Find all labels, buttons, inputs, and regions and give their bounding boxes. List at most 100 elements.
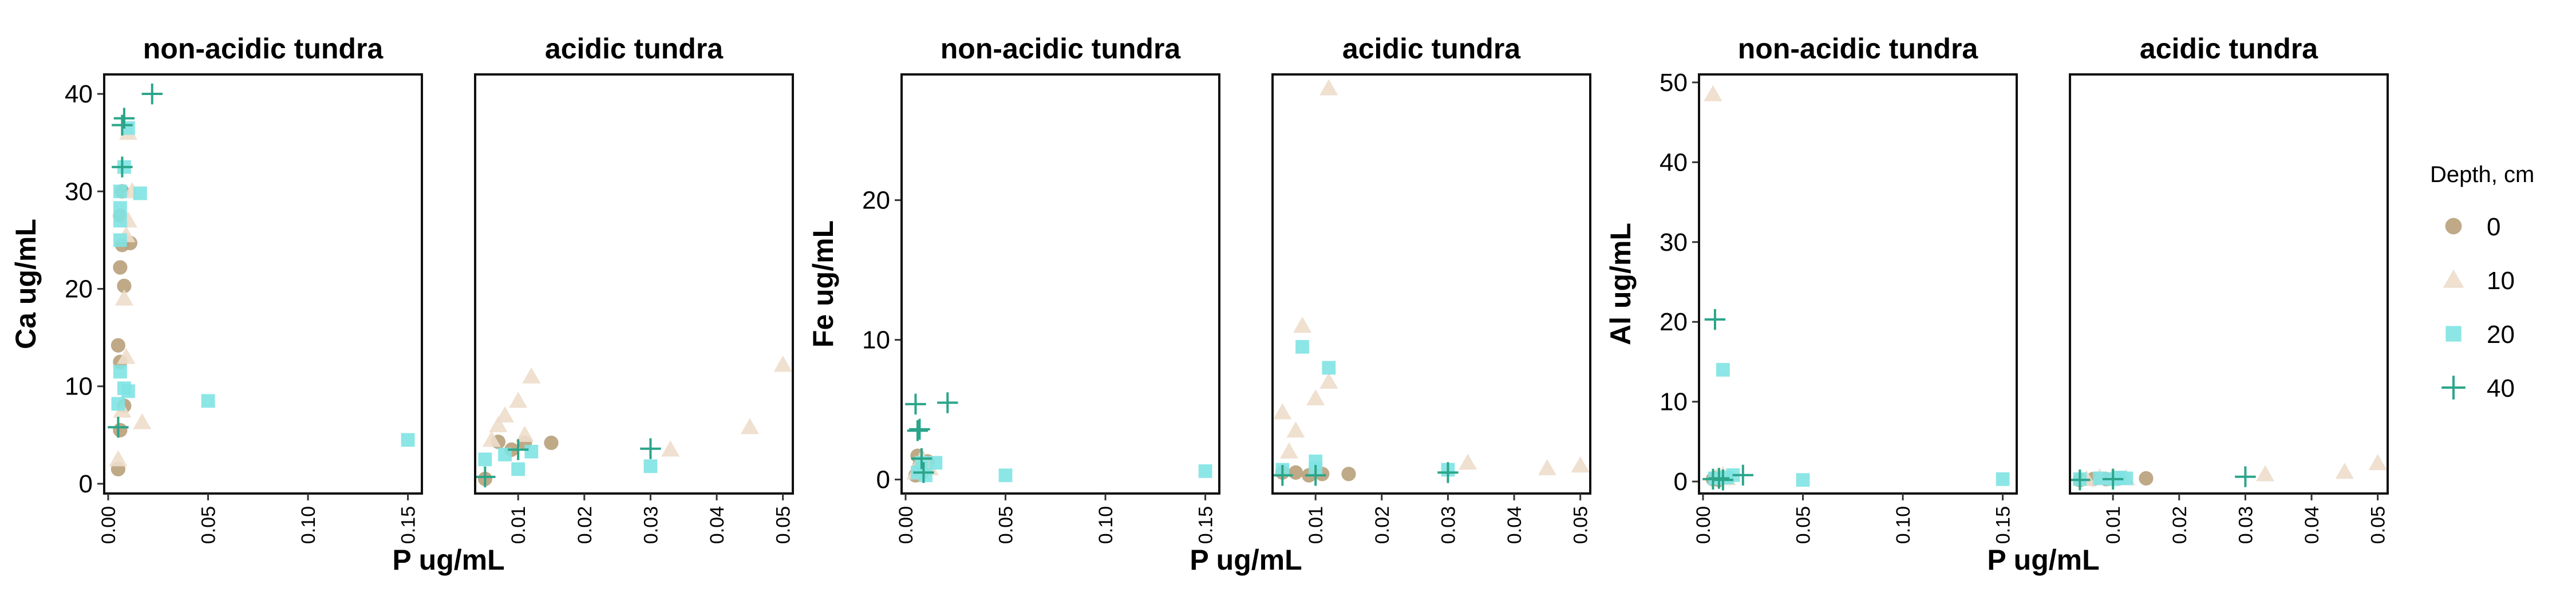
data-point-depth-20: [2093, 471, 2107, 485]
data-point-depth-0: [110, 338, 126, 353]
facet-title: acidic tundra: [545, 33, 724, 65]
data-point-depth-20: [111, 397, 125, 411]
data-point-depth-20: [643, 459, 658, 473]
facet-acidic: acidic tundra 0.01 0.02 0.03 0.04 0.05: [474, 33, 795, 544]
data-point-depth-20: [113, 201, 127, 215]
data-point-depth-10: [1293, 317, 1312, 333]
y-tick-label: 50: [1660, 69, 1688, 97]
x-tick-label: 0.01: [2103, 506, 2124, 544]
data-point-depth-20: [929, 456, 943, 470]
x-tick-label: 0.05: [773, 506, 795, 544]
data-point-depth-10: [1273, 403, 1292, 420]
legend-key-20: [2445, 326, 2462, 342]
data-point-depth-20: [478, 452, 492, 467]
data-point-depth-40: [937, 392, 958, 413]
x-tick-label: 0.00: [895, 506, 917, 544]
panel-border: [1271, 73, 1591, 495]
data-point-depth-10: [773, 356, 792, 372]
legend-label-0: 0: [2487, 213, 2500, 241]
facet-title: non-acidic tundra: [143, 33, 384, 65]
data-point-depth-40: [1437, 462, 1459, 483]
y-tick-label: 30: [1660, 228, 1688, 256]
data-point-depth-10: [1319, 372, 1338, 389]
data-point-depth-40: [909, 419, 930, 440]
data-point-depth-40: [113, 108, 135, 129]
y-tick-label: 0: [79, 470, 93, 498]
x-tick-label: 0.03: [640, 506, 662, 544]
data-point-depth-20: [1295, 339, 1309, 354]
data-point-depth-40: [475, 466, 496, 488]
facet-title: non-acidic tundra: [1738, 33, 1979, 65]
y-tick-label: 30: [65, 177, 93, 206]
x-tick-label: 0.05: [995, 506, 1017, 544]
data-point-depth-20: [133, 186, 147, 200]
y-tick-label: 20: [1660, 308, 1688, 336]
panel-border: [474, 73, 794, 495]
data-point-depth-10: [1571, 456, 1590, 473]
data-point-depth-20: [401, 433, 415, 447]
legend-label-10: 10: [2487, 267, 2515, 295]
x-tick-label: 0.02: [574, 506, 596, 544]
x-tick-label: 0.15: [1993, 506, 2014, 544]
x-tick-label: 0.04: [706, 506, 728, 544]
data-point-depth-0: [113, 260, 128, 275]
data-point-depth-40: [907, 420, 929, 441]
x-tick-label: 0.00: [98, 506, 120, 544]
facet-acidic: acidic tundra 0.01 0.02 0.03 0.04 0.05: [1271, 33, 1592, 544]
data-point-depth-40: [507, 439, 529, 460]
x-tick-label: 0.01: [1305, 506, 1327, 544]
data-point-depth-40: [905, 393, 926, 415]
chart-group-3: Al ug/mL 0 10 20 30 40 50 non-acidic tundra 0.00…: [1605, 33, 2389, 576]
data-point-depth-20: [2119, 471, 2134, 485]
x-tick-label: 0.15: [398, 506, 420, 544]
data-point-depth-40: [1305, 465, 1326, 486]
data-point-depth-10: [489, 416, 508, 432]
data-point-depth-40: [1712, 469, 1734, 491]
data-point-depth-20: [113, 214, 127, 228]
data-point-depth-10: [2368, 453, 2387, 471]
x-tick-label: 0.02: [1372, 506, 1393, 544]
facet-acidic: acidic tundra 0.01 0.02 0.03 0.04 0.05: [2069, 33, 2389, 544]
data-point-depth-10: [495, 406, 515, 423]
data-point-depth-20: [998, 468, 1013, 483]
data-point-depth-20: [918, 468, 933, 483]
data-point-depth-10: [133, 413, 152, 429]
data-point-depth-20: [524, 444, 539, 459]
data-point-depth-10: [661, 440, 680, 457]
x-axis-title: P ug/mL: [392, 544, 504, 576]
facet-non-acidic: non-acidic tundra 0.00 0.05 0.10 0.15: [895, 33, 1220, 544]
data-point-depth-10: [509, 392, 528, 408]
x-tick-label: 0.10: [298, 506, 319, 544]
facet-points: [475, 356, 792, 488]
legend: Depth, cm 0 10 20 40: [2430, 162, 2534, 402]
data-point-depth-10: [117, 348, 136, 364]
data-point-depth-10: [740, 418, 759, 435]
data-point-depth-20: [1198, 464, 1212, 478]
data-point-depth-10: [1286, 421, 1305, 438]
data-point-depth-10: [482, 431, 501, 447]
y-tick-label: 10: [1660, 388, 1688, 416]
data-point-depth-40: [2070, 469, 2091, 491]
data-point-depth-40: [1708, 468, 1730, 489]
chart-group-1: Ca ug/mL 0 10 20 30 40 non-acidic tundra 0.00 0.…: [10, 33, 795, 576]
data-point-depth-40: [1704, 309, 1726, 330]
legend-label-40: 40: [2487, 374, 2515, 402]
data-point-depth-40: [911, 448, 933, 469]
data-point-depth-10: [1704, 85, 1722, 101]
y-axis-title: Ca ug/mL: [10, 219, 42, 349]
data-point-depth-10: [1279, 442, 1299, 459]
panel-border: [900, 73, 1220, 495]
y-tick-label: 40: [1660, 148, 1688, 176]
data-point-depth-40: [108, 417, 129, 438]
y-tick-label: 10: [65, 373, 93, 401]
data-point-depth-10: [1319, 79, 1338, 96]
facet-points: [905, 392, 1212, 483]
data-point-depth-10: [522, 367, 541, 384]
legend-key-10: [2443, 269, 2464, 288]
y-tick-label: 0: [1674, 468, 1688, 496]
data-point-depth-10: [1458, 453, 1477, 470]
x-tick-label: 0.04: [2301, 506, 2323, 544]
x-tick-label: 0.03: [1437, 506, 1459, 544]
data-point-depth-40: [1732, 464, 1753, 486]
